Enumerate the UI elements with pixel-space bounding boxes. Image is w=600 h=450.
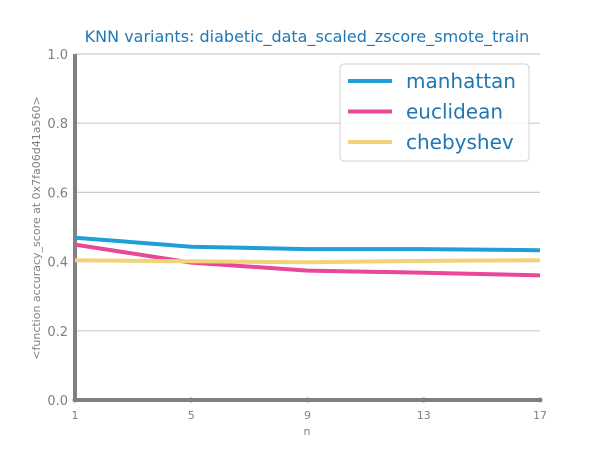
x-tick-label: 13 [417,409,431,422]
chart-title: KNN variants: diabetic_data_scaled_zscor… [85,27,530,47]
y-ticks: 0.0 0.2 0.4 0.6 0.8 1.0 [47,48,68,409]
x-tick-label: 5 [188,409,195,422]
legend-label-euclidean: euclidean [406,100,503,124]
series-lines [74,235,541,278]
x-axis-label: n [304,425,311,438]
legend-label-chebyshev: chebyshev [406,130,514,154]
x-tick-mark [188,397,194,403]
x-tick-label: 17 [533,409,547,422]
series-line-chebyshev [74,258,541,265]
y-tick-label: 0.6 [47,186,68,201]
legend: manhattan euclidean chebyshev [339,63,530,162]
y-axis-label: <function accuracy_score at 0x7fa06d41a5… [30,96,43,359]
x-tick-label: 9 [304,409,311,422]
x-tick-mark [305,397,310,403]
y-tick-label: 0.2 [47,325,68,340]
legend-box [339,63,530,162]
x-ticks: 1 5 9 13 17 [72,397,547,422]
x-tick-mark [72,397,78,403]
x-tick-mark [537,397,543,403]
x-tick-label: 1 [72,409,79,422]
series-line-manhattan [74,235,541,253]
x-tick-mark [421,397,427,403]
legend-label-manhattan: manhattan [406,69,516,93]
y-tick-label: 0.0 [47,394,68,409]
y-tick-label: 0.4 [47,256,68,271]
y-tick-label: 1.0 [47,48,68,63]
series-line-euclidean [74,242,541,278]
y-tick-label: 0.8 [47,117,68,132]
